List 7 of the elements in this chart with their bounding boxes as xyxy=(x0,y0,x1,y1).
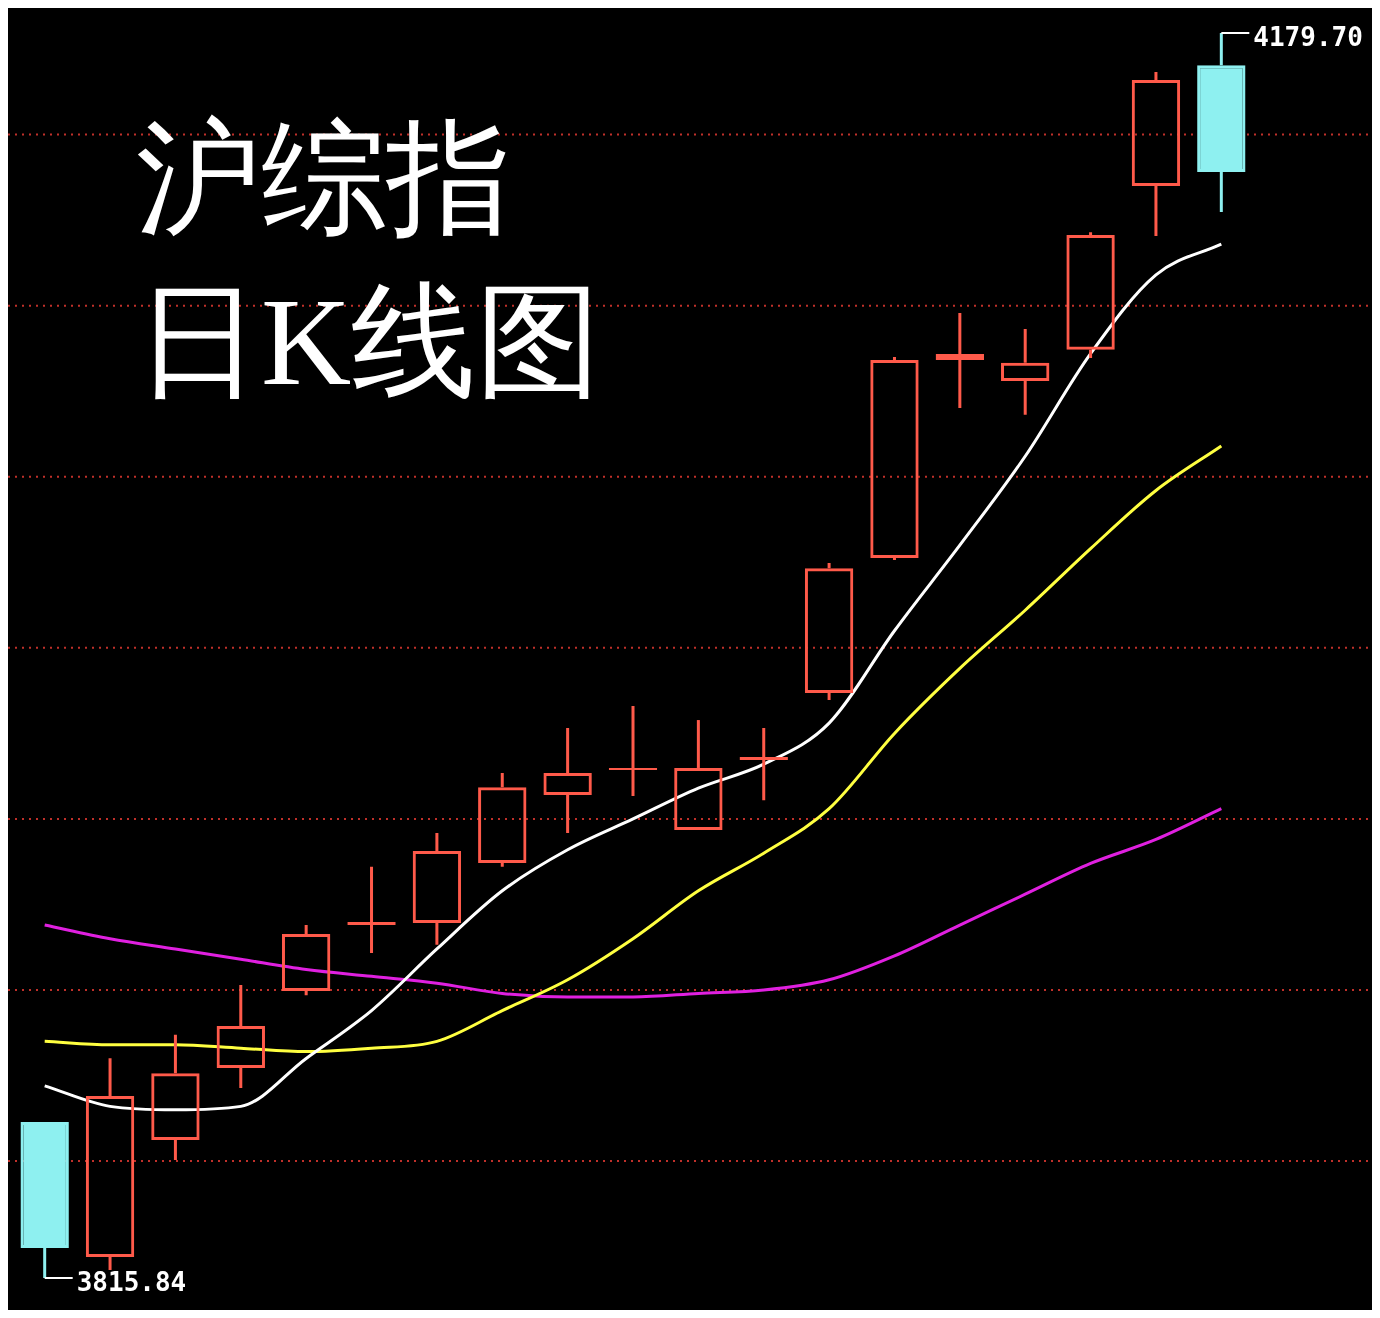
candlestick xyxy=(739,727,788,801)
text: 沪综指日K线图 xyxy=(136,109,603,413)
candlestick xyxy=(608,706,658,797)
candlestick xyxy=(347,866,396,954)
annotation: 3815.84 xyxy=(76,1266,187,1297)
candlestick xyxy=(935,312,985,409)
annotation: 4179.70 xyxy=(1253,21,1363,52)
